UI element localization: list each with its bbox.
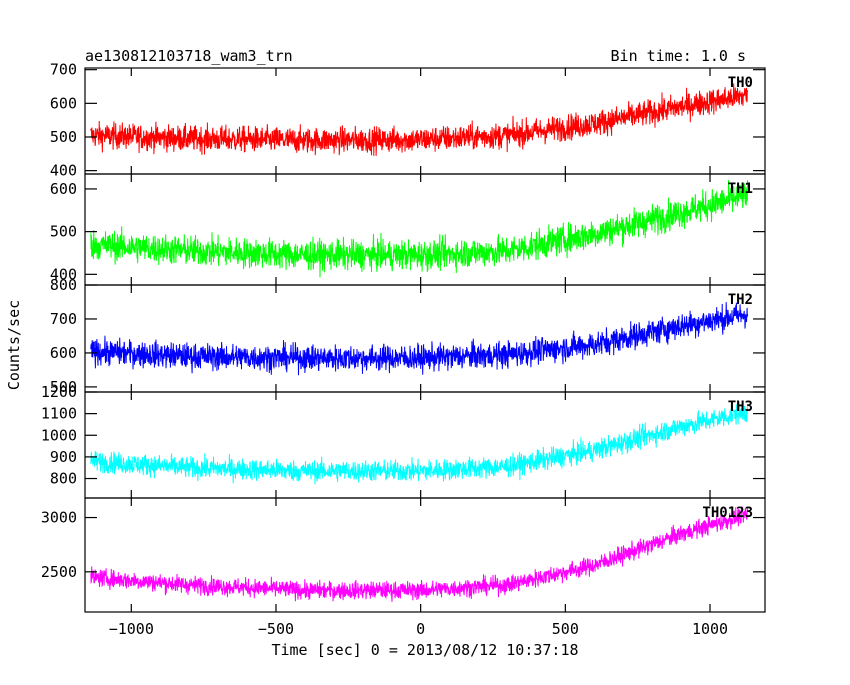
- x-tick-label: −500: [258, 620, 294, 638]
- series-line-th0123: [90, 506, 749, 602]
- x-tick-label: 500: [552, 620, 579, 638]
- panel-frame: [84, 497, 766, 613]
- y-tick-label: 500: [50, 223, 77, 241]
- series-line-th2: [90, 302, 749, 376]
- y-tick-label: 400: [50, 265, 77, 283]
- x-tick-label: 0: [416, 620, 425, 638]
- panel-label: TH0123: [702, 505, 753, 521]
- panel-th0123: 2500 3000 TH0123: [41, 497, 766, 613]
- y-tick-label: 2500: [41, 563, 77, 581]
- y-tick-label: 600: [50, 180, 77, 198]
- y-tick-label: 1200: [41, 383, 77, 401]
- x-tick-label: −1000: [109, 620, 154, 638]
- panel-th2: 500 600 700 800 TH2: [50, 276, 766, 396]
- panel-th0: 400 500 600 700 TH0: [50, 61, 766, 180]
- y-tick-label: 800: [50, 470, 77, 488]
- panel-th1: 400 500 600 TH1: [50, 173, 766, 286]
- y-tick-label: 1000: [41, 426, 77, 444]
- panel-frame: [84, 391, 766, 499]
- chart-title: ae130812103718_wam3_trn: [85, 47, 293, 65]
- y-tick-label: 800: [50, 276, 77, 294]
- y-tick-label: 500: [50, 128, 77, 146]
- panel-th3: 800 900 1000 1100 1200 TH3: [41, 383, 766, 499]
- panel-frame: [84, 67, 766, 175]
- y-tick-label: 900: [50, 448, 77, 466]
- y-tick-label: 1100: [41, 405, 77, 423]
- y-tick-label: 600: [50, 94, 77, 112]
- panel-label: TH0: [728, 75, 753, 91]
- x-axis: −1000 −500 0 500 1000: [109, 620, 728, 638]
- y-axis-title: Counts/sec: [5, 300, 23, 390]
- x-axis-title: Time [sec] 0 = 2013/08/12 10:37:18: [271, 641, 578, 659]
- series-line-th0: [90, 83, 749, 156]
- y-tick-label: 600: [50, 344, 77, 362]
- panel-label: TH2: [728, 292, 753, 308]
- panels-group: 400 500 600 700 TH0 400 500 600 TH1 500 600 700 800 T…: [41, 61, 766, 613]
- y-tick-label: 400: [50, 162, 77, 180]
- y-tick-label: 700: [50, 310, 77, 328]
- x-tick-label: 1000: [692, 620, 728, 638]
- y-tick-label: 700: [50, 61, 77, 79]
- bin-time-label: Bin time: 1.0 s: [611, 47, 746, 65]
- panel-frame: [84, 173, 766, 286]
- panel-label: TH3: [728, 399, 753, 415]
- y-tick-label: 500: [50, 378, 77, 396]
- panel-frame: [84, 284, 766, 393]
- panel-label: TH1: [728, 181, 753, 197]
- series-line-th3: [90, 401, 749, 485]
- series-line-th1: [90, 180, 749, 278]
- y-tick-label: 3000: [41, 509, 77, 527]
